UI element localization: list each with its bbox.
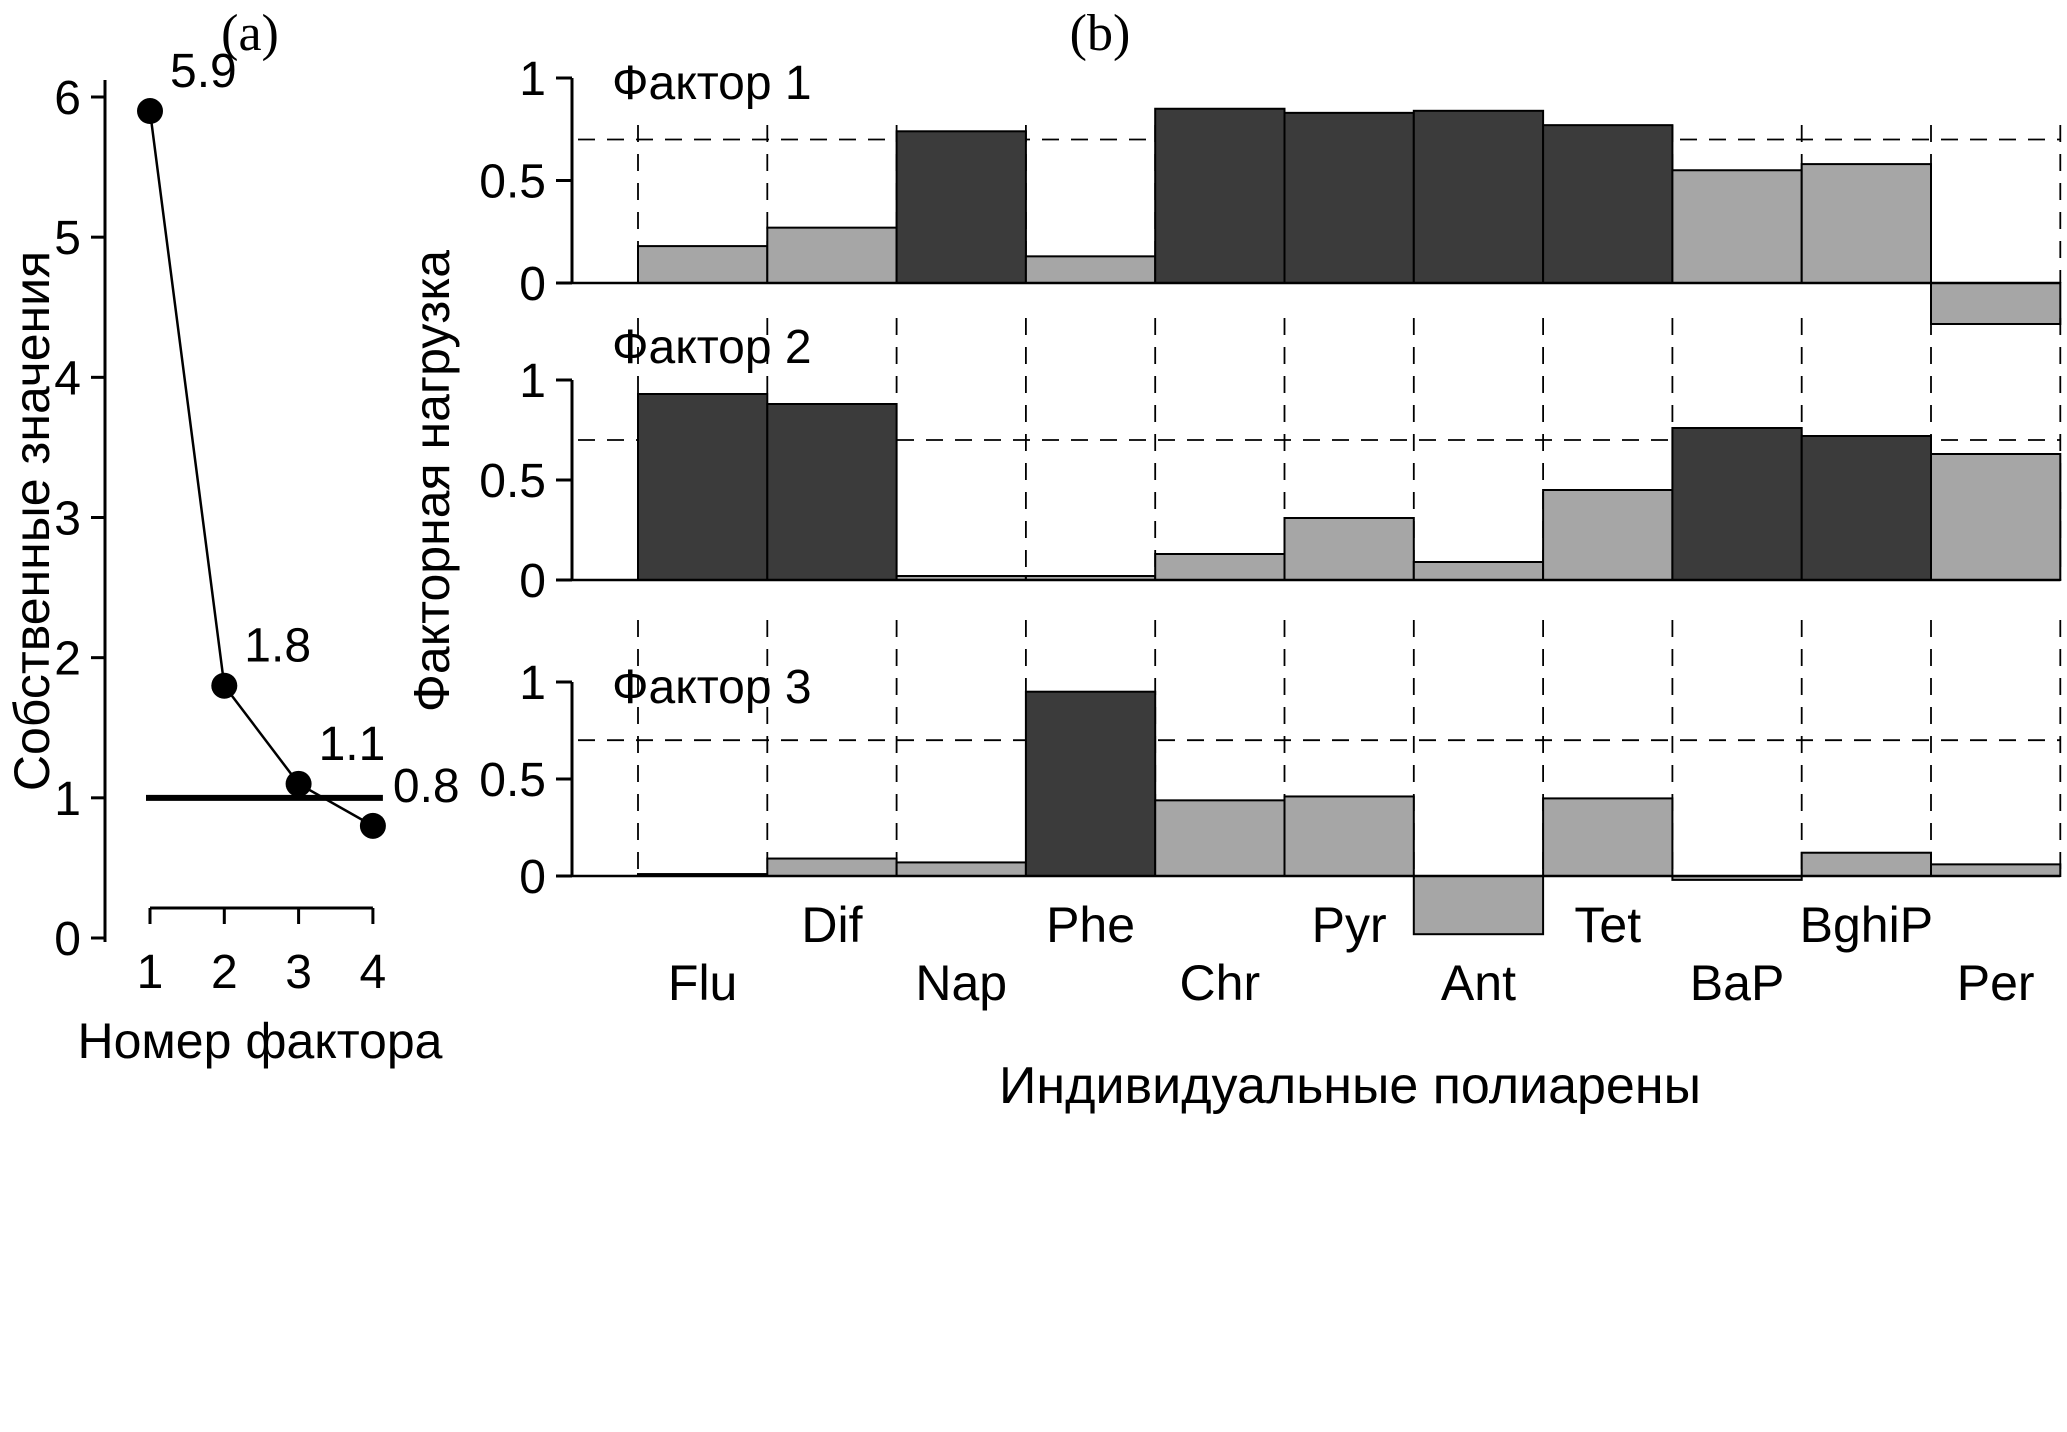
category-label-BghiP: BghiP <box>1800 897 1933 953</box>
panel-a-y-tick-label: 3 <box>54 493 81 546</box>
panel-b-y-tick-label: 1 <box>519 355 546 408</box>
panel-b-y-tick-label: 0 <box>519 851 546 904</box>
category-label-Per: Per <box>1957 955 2035 1011</box>
bar-Фактор-3-Ant <box>1412 875 1545 936</box>
panel-a-y-tick-label: 1 <box>54 773 81 826</box>
bar-Фактор-2-Dif <box>766 403 898 581</box>
panel-b-y-tick-label: 0 <box>519 258 546 311</box>
bar-Фактор-1-Ant <box>1412 109 1545 284</box>
panel-a-x-axis-label: Номер фактора <box>77 1013 443 1069</box>
bar-Фактор-1-Nap <box>895 130 1027 284</box>
scree-point-value-label: 1.8 <box>244 620 311 673</box>
bar-Фактор-1-Pyr <box>1283 111 1415 284</box>
panel-b-y-tick-label: 1 <box>519 657 546 710</box>
bar-Фактор-2-Chr <box>1154 553 1286 581</box>
scree-point <box>359 812 386 839</box>
bar-Фактор-3-Tet <box>1542 797 1674 878</box>
panel-a-x-tick-label: 3 <box>285 946 312 999</box>
scree-point <box>137 98 163 125</box>
bar-Фактор-1-Dif <box>766 226 898 284</box>
bar-Фактор-3-BghiP <box>1800 851 1932 877</box>
panel-a-y-tick-label: 2 <box>54 633 81 686</box>
category-label-Nap: Nap <box>915 955 1007 1011</box>
bar-Фактор-3-Chr <box>1154 799 1286 878</box>
scree-point-value-label: 0.8 <box>393 760 460 813</box>
category-label-Flu: Flu <box>668 955 737 1011</box>
category-label-Pyr: Pyr <box>1312 897 1387 953</box>
bar-Фактор-1-Chr <box>1154 107 1286 284</box>
panel-a-x-tick-label: 4 <box>360 946 387 999</box>
bar-Фактор-2-Flu <box>637 393 769 581</box>
panel-b-y-tick-label: 0.5 <box>479 754 546 807</box>
bar-Фактор-3-Phe <box>1024 690 1157 878</box>
panel-a-y-tick-label: 0 <box>54 913 81 966</box>
bar-Фактор-2-BaP <box>1671 427 1803 581</box>
bar-Фактор-1-Per <box>1930 282 2062 325</box>
factor-3-label: Фактор 3 <box>612 661 812 714</box>
bar-Фактор-1-Flu <box>637 245 769 285</box>
category-label-BaP: BaP <box>1690 955 1785 1011</box>
panel-a-title: (a) <box>221 5 279 62</box>
panel-b-y-tick-label: 0.5 <box>479 455 546 508</box>
panel-b-title: (b) <box>1069 5 1131 62</box>
panel-a-y-tick-label: 6 <box>54 72 81 125</box>
panel-a-y-tick-label: 4 <box>54 352 81 405</box>
category-label-Ant: Ant <box>1441 955 1516 1011</box>
bar-Фактор-2-Ant <box>1412 561 1545 581</box>
bar-Фактор-2-Per <box>1930 453 2062 581</box>
panel-b-x-axis-label: Индивидуальные полиарены <box>999 1057 1701 1115</box>
bar-Фактор-3-Pyr <box>1283 795 1415 878</box>
category-label-Dif: Dif <box>801 897 862 953</box>
factor-2-label: Фактор 2 <box>612 321 812 374</box>
panel-b-y-tick-label: 0.5 <box>479 156 546 209</box>
category-label-Chr: Chr <box>1180 955 1261 1011</box>
panel-b-y-tick-label: 1 <box>519 53 546 106</box>
panel-a-y-tick-label: 5 <box>54 212 81 265</box>
category-label-Phe: Phe <box>1046 897 1135 953</box>
category-label-Tet: Tet <box>1574 897 1641 953</box>
bar-Фактор-3-Nap <box>895 861 1027 877</box>
scree-point <box>285 770 312 797</box>
panel-b-y-tick-label: 0 <box>519 555 546 608</box>
bar-Фактор-1-BaP <box>1671 169 1803 284</box>
panel-a-x-tick-label: 1 <box>137 946 164 999</box>
panel-a-x-tick-label: 2 <box>211 946 238 999</box>
scree-line <box>148 110 374 827</box>
factor-1-label: Фактор 1 <box>612 57 812 110</box>
bar-Фактор-2-Pyr <box>1283 517 1415 581</box>
bar-Фактор-2-Tet <box>1542 489 1674 581</box>
scree-point-value-label: 5.9 <box>170 45 237 98</box>
bar-Фактор-3-Per <box>1930 863 2062 877</box>
bar-Фактор-1-Tet <box>1542 124 1674 285</box>
bar-Фактор-1-BghiP <box>1800 163 1932 285</box>
scree-point-value-label: 1.1 <box>319 718 386 771</box>
scree-point <box>211 672 238 699</box>
bar-Фактор-2-BghiP <box>1800 435 1932 581</box>
bar-Фактор-1-Phe <box>1024 255 1157 285</box>
bar-Фактор-3-Dif <box>766 857 898 877</box>
